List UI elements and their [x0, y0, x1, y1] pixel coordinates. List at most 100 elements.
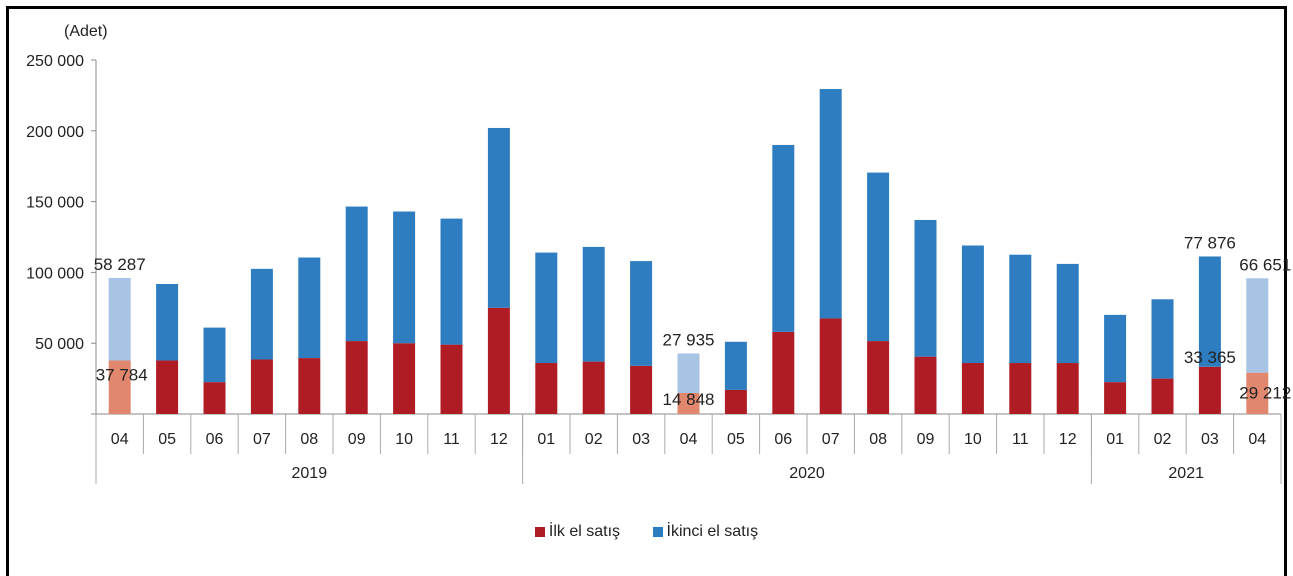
- y-tick-label: 100 000: [26, 265, 84, 282]
- bar-first-hand: [582, 361, 605, 414]
- x-tick-label: 08: [869, 431, 887, 448]
- legend-swatch-second-hand: [652, 527, 663, 537]
- x-tick-label: 11: [1012, 431, 1029, 448]
- bar-second-hand: [1104, 314, 1127, 383]
- x-tick-label: 09: [917, 431, 935, 448]
- bar-second-hand: [487, 127, 510, 308]
- bar-second-hand: [440, 218, 463, 345]
- data-label: 58 287: [94, 255, 146, 274]
- bar-second-hand: [914, 220, 937, 357]
- bar-second-hand: [393, 211, 416, 344]
- bar-first-hand: [535, 363, 558, 414]
- bar-first-hand: [630, 365, 653, 414]
- y-tick-label: 50 000: [35, 336, 84, 353]
- bar-second-hand: [677, 353, 700, 393]
- year-group-label: 2019: [292, 465, 328, 482]
- bar-second-hand: [819, 89, 842, 319]
- bar-first-hand: [677, 392, 700, 414]
- x-tick-label: 02: [585, 431, 603, 448]
- bar-first-hand: [156, 360, 179, 414]
- x-tick-label: 08: [300, 431, 318, 448]
- bar-first-hand: [867, 341, 890, 414]
- legend: İlk el satış İkinci el satış: [0, 523, 1293, 542]
- bar-first-hand: [1198, 366, 1221, 414]
- x-tick-label: 06: [206, 431, 224, 448]
- bar-first-hand: [1009, 363, 1032, 414]
- bar-second-hand: [1009, 254, 1032, 364]
- x-tick-label: 04: [111, 431, 129, 448]
- year-group-label: 2021: [1168, 465, 1204, 482]
- stacked-bar-chart: 50 000 100 000 150 000 200 000 250 000 (Adet)…: [26, 23, 1291, 484]
- bar-second-hand: [345, 206, 368, 342]
- bar-second-hand: [1151, 299, 1174, 379]
- bar-first-hand: [393, 343, 416, 414]
- bar-first-hand: [203, 382, 226, 414]
- x-tick-label: 01: [1106, 431, 1124, 448]
- data-label: 14 848: [663, 390, 715, 409]
- bar-second-hand: [867, 172, 890, 342]
- x-tick-label: 03: [1201, 431, 1219, 448]
- bar-first-hand: [298, 358, 321, 414]
- x-tick-label: 11: [443, 431, 460, 448]
- x-tick-label: 10: [964, 431, 982, 448]
- chart-frame: [6, 6, 1287, 576]
- x-tick-label: 01: [537, 431, 555, 448]
- bar-second-hand: [630, 261, 653, 366]
- legend-item-first-hand: İlk el satış: [534, 523, 621, 541]
- x-tick-label: 06: [774, 431, 792, 448]
- legend-label-second-hand: İkinci el satış: [666, 523, 759, 540]
- x-tick-label: 05: [158, 431, 176, 448]
- data-label: 77 876: [1184, 233, 1236, 252]
- bar-second-hand: [203, 327, 226, 383]
- bar-first-hand: [1246, 372, 1269, 414]
- year-group-label: 2020: [789, 465, 825, 482]
- data-label: 27 935: [663, 330, 715, 349]
- bar-first-hand: [108, 360, 131, 414]
- legend-swatch-first-hand: [534, 527, 545, 537]
- legend-item-second-hand: İkinci el satış: [652, 523, 759, 541]
- y-tick-label: 200 000: [26, 124, 84, 141]
- bar-second-hand: [108, 277, 131, 361]
- y-tick-label: 250 000: [26, 53, 84, 70]
- bar-second-hand: [582, 246, 605, 362]
- x-tick-label: 07: [253, 431, 271, 448]
- bar-second-hand: [1198, 256, 1221, 367]
- bar-first-hand: [345, 341, 368, 414]
- x-tick-label: 09: [348, 431, 366, 448]
- x-tick-label: 12: [490, 431, 508, 448]
- bar-second-hand: [1056, 263, 1079, 364]
- data-label: 29 212: [1239, 384, 1291, 403]
- bar-first-hand: [487, 307, 510, 414]
- x-tick-label: 04: [680, 431, 698, 448]
- bar-second-hand: [535, 252, 558, 364]
- data-label: 37 784: [96, 365, 148, 384]
- x-tick-label: 03: [632, 431, 650, 448]
- bar-second-hand: [1246, 278, 1269, 373]
- x-tick-label: 04: [1248, 431, 1266, 448]
- bar-first-hand: [724, 389, 747, 414]
- y-axis-unit-label: (Adet): [64, 23, 108, 40]
- bar-first-hand: [1056, 363, 1079, 414]
- x-tick-label: 07: [822, 431, 840, 448]
- bar-second-hand: [961, 245, 984, 364]
- data-label: 33 365: [1184, 348, 1236, 367]
- bar-second-hand: [772, 144, 795, 332]
- x-tick-label: 10: [395, 431, 413, 448]
- bar-second-hand: [724, 341, 747, 390]
- legend-label-first-hand: İlk el satış: [548, 523, 621, 540]
- bar-first-hand: [250, 359, 273, 414]
- bar-first-hand: [819, 318, 842, 414]
- x-tick-label: 05: [727, 431, 745, 448]
- bar-first-hand: [961, 363, 984, 414]
- bar-first-hand: [1104, 382, 1127, 414]
- x-tick-label: 12: [1059, 431, 1077, 448]
- bar-second-hand: [298, 257, 321, 359]
- x-tick-label: 02: [1154, 431, 1172, 448]
- bar-second-hand: [156, 284, 179, 361]
- bar-first-hand: [772, 331, 795, 414]
- y-tick-label: 150 000: [26, 195, 84, 212]
- bar-first-hand: [1151, 378, 1174, 414]
- data-label: 66 651: [1239, 255, 1291, 274]
- bar-second-hand: [250, 268, 273, 360]
- bar-first-hand: [914, 356, 937, 414]
